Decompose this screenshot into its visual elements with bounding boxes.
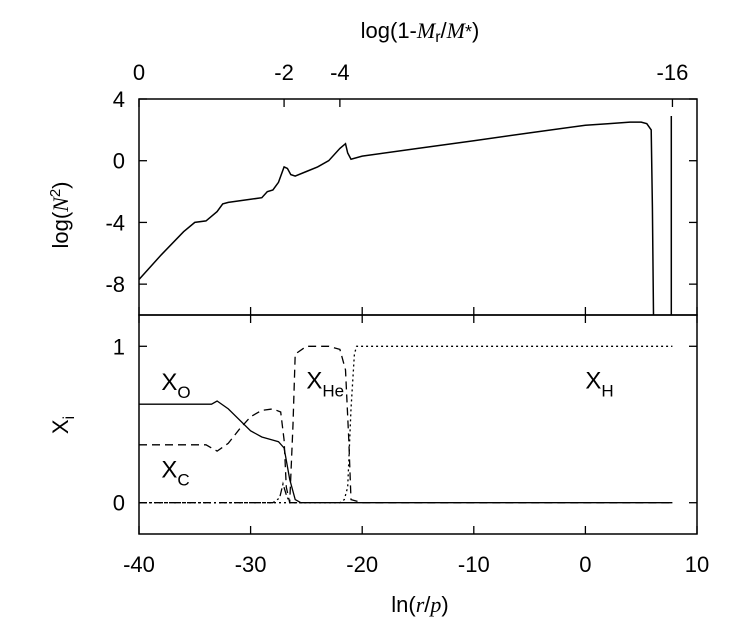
top-ytick-label: -4 bbox=[105, 210, 125, 235]
bottom-xtick-label: -30 bbox=[235, 552, 267, 577]
bottom-ytick-label: 1 bbox=[113, 334, 125, 359]
top-panel-ticks: 40-4-80 -2 -4 -16 bbox=[105, 60, 698, 315]
annotation-x-h: XH bbox=[585, 368, 613, 401]
bottom-xtick-label: -40 bbox=[123, 552, 155, 577]
bottom-panel-frame bbox=[138, 314, 698, 535]
species-annotations: XO XHe XH XC bbox=[161, 368, 613, 490]
top-xtick-label: -2 bbox=[274, 60, 294, 85]
top-panel-frame bbox=[138, 98, 698, 316]
annotation-x-o: XO bbox=[161, 369, 190, 402]
bottom-panel-ticks: 10-40 -30 -20 -10 0 10 bbox=[113, 315, 709, 577]
bottom-xtick-label: -10 bbox=[458, 552, 490, 577]
bottom-ytick-label: 0 bbox=[113, 491, 125, 516]
bottom-axis-label: ln(r/p) bbox=[391, 592, 448, 617]
top-ytick-label: -8 bbox=[105, 272, 125, 297]
top-ytick-label: 0 bbox=[113, 149, 125, 174]
abundance-line-x-c bbox=[139, 345, 673, 504]
top-y-axis-label: log(N2) bbox=[47, 181, 73, 248]
n2-profile-line bbox=[138, 121, 655, 316]
annotation-x-c: XC bbox=[161, 457, 189, 490]
annotation-x-he: XHe bbox=[306, 368, 344, 401]
bottom-xtick-label: 10 bbox=[685, 552, 709, 577]
top-xtick-label: -16 bbox=[657, 60, 689, 85]
bottom-y-axis-label: Xi bbox=[48, 416, 78, 434]
abundance-line-x-o bbox=[139, 400, 673, 504]
bottom-xtick-label: -20 bbox=[346, 552, 378, 577]
bottom-xtick-label: 0 bbox=[579, 552, 591, 577]
bottom-panel-lines bbox=[139, 345, 673, 504]
abundance-line-x-he bbox=[139, 481, 307, 504]
top-ytick-label: 4 bbox=[113, 87, 125, 112]
top-xtick-label: 0 bbox=[133, 60, 145, 85]
top-xtick-label: -4 bbox=[330, 60, 350, 85]
top-axis-label: log(1-Mr/M*) bbox=[361, 18, 480, 46]
top-panel-lines bbox=[138, 116, 673, 316]
